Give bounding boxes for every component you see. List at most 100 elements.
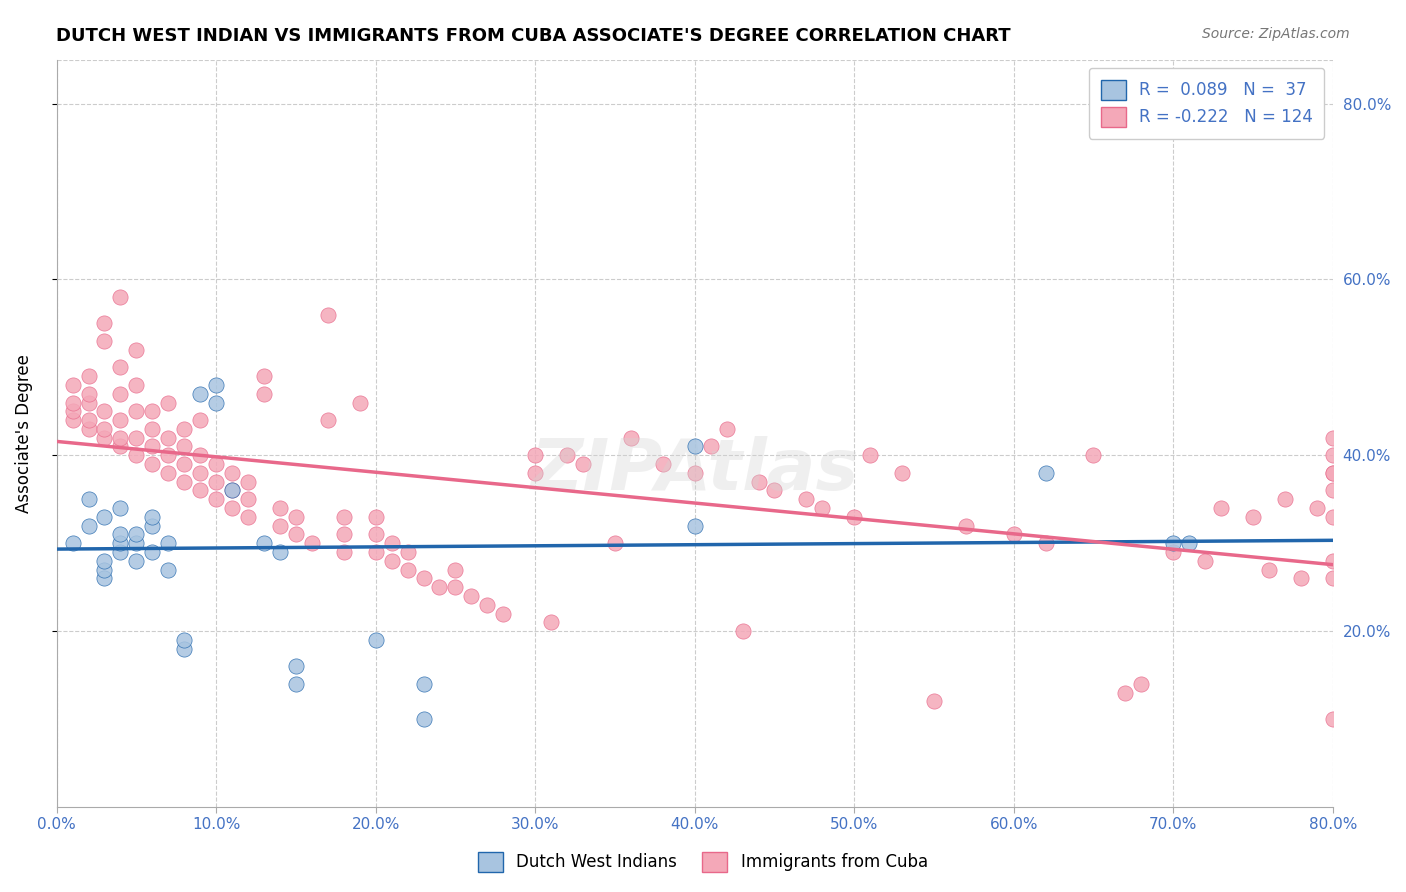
Point <box>412 677 434 691</box>
Point <box>77 492 100 507</box>
Point <box>284 677 307 691</box>
Point <box>110 290 132 304</box>
Point <box>141 404 163 418</box>
Point <box>1322 554 1344 568</box>
Text: Source: ZipAtlas.com: Source: ZipAtlas.com <box>1202 27 1350 41</box>
Point <box>110 527 132 541</box>
Point <box>221 483 243 498</box>
Point <box>77 386 100 401</box>
Point <box>141 545 163 559</box>
Point <box>1035 466 1057 480</box>
Point <box>110 413 132 427</box>
Point <box>284 509 307 524</box>
Point <box>1211 501 1233 516</box>
Point <box>77 413 100 427</box>
Point <box>93 571 115 585</box>
Point <box>253 369 276 384</box>
Point <box>1002 527 1025 541</box>
Point <box>524 448 547 462</box>
Point <box>93 334 115 348</box>
Point <box>188 483 211 498</box>
Point <box>110 431 132 445</box>
Point <box>1161 545 1184 559</box>
Point <box>1322 712 1344 726</box>
Point <box>269 545 291 559</box>
Point <box>683 518 706 533</box>
Point <box>205 492 228 507</box>
Point <box>1083 448 1105 462</box>
Legend: R =  0.089   N =  37, R = -0.222   N = 124: R = 0.089 N = 37, R = -0.222 N = 124 <box>1088 68 1324 138</box>
Point <box>683 466 706 480</box>
Point <box>396 563 419 577</box>
Point <box>444 580 467 594</box>
Point <box>412 571 434 585</box>
Point <box>349 395 371 409</box>
Point <box>93 317 115 331</box>
Point <box>460 589 482 603</box>
Point <box>412 712 434 726</box>
Point <box>731 624 754 639</box>
Point <box>62 395 84 409</box>
Point <box>93 563 115 577</box>
Point <box>364 632 387 647</box>
Point <box>205 475 228 489</box>
Point <box>253 536 276 550</box>
Point <box>188 448 211 462</box>
Point <box>173 641 195 656</box>
Point <box>316 413 339 427</box>
Point <box>1258 563 1281 577</box>
Point <box>811 501 834 516</box>
Point <box>141 422 163 436</box>
Point <box>125 343 148 357</box>
Text: DUTCH WEST INDIAN VS IMMIGRANTS FROM CUBA ASSOCIATE'S DEGREE CORRELATION CHART: DUTCH WEST INDIAN VS IMMIGRANTS FROM CUB… <box>56 27 1011 45</box>
Point <box>93 554 115 568</box>
Point <box>93 509 115 524</box>
Point <box>1161 536 1184 550</box>
Point <box>859 448 882 462</box>
Point <box>110 360 132 375</box>
Point <box>381 554 404 568</box>
Point <box>93 404 115 418</box>
Point <box>188 386 211 401</box>
Point <box>62 536 84 550</box>
Point <box>429 580 451 594</box>
Point <box>62 413 84 427</box>
Point <box>110 501 132 516</box>
Point <box>141 518 163 533</box>
Point <box>284 659 307 673</box>
Point <box>332 527 354 541</box>
Y-axis label: Associate's Degree: Associate's Degree <box>15 354 32 513</box>
Point <box>173 475 195 489</box>
Point <box>110 545 132 559</box>
Point <box>555 448 578 462</box>
Point <box>1274 492 1296 507</box>
Point <box>922 694 945 708</box>
Point <box>301 536 323 550</box>
Point <box>1322 509 1344 524</box>
Point <box>1194 554 1216 568</box>
Point <box>716 422 738 436</box>
Point <box>1322 448 1344 462</box>
Point <box>125 404 148 418</box>
Point <box>157 448 180 462</box>
Point <box>316 308 339 322</box>
Point <box>796 492 818 507</box>
Point <box>253 386 276 401</box>
Point <box>110 536 132 550</box>
Point <box>269 518 291 533</box>
Point <box>125 448 148 462</box>
Point <box>125 431 148 445</box>
Point <box>188 466 211 480</box>
Point <box>1322 431 1344 445</box>
Point <box>173 457 195 471</box>
Point <box>157 466 180 480</box>
Point <box>110 386 132 401</box>
Point <box>1322 466 1344 480</box>
Point <box>364 509 387 524</box>
Point <box>236 475 259 489</box>
Point <box>332 545 354 559</box>
Point <box>173 440 195 454</box>
Point <box>891 466 914 480</box>
Point <box>125 378 148 392</box>
Point <box>157 395 180 409</box>
